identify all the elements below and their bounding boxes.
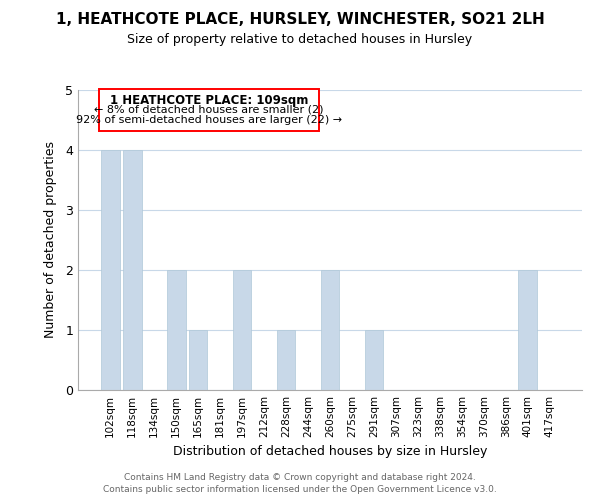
Text: 1 HEATHCOTE PLACE: 109sqm: 1 HEATHCOTE PLACE: 109sqm [110,94,308,106]
Bar [189,330,208,390]
Bar [99,89,319,131]
Text: Size of property relative to detached houses in Hursley: Size of property relative to detached ho… [127,32,473,46]
Text: 1, HEATHCOTE PLACE, HURSLEY, WINCHESTER, SO21 2LH: 1, HEATHCOTE PLACE, HURSLEY, WINCHESTER,… [56,12,544,28]
Bar [123,150,142,390]
Text: 92% of semi-detached houses are larger (22) →: 92% of semi-detached houses are larger (… [76,114,342,124]
Bar [365,330,383,390]
Bar [101,150,119,390]
Bar [518,270,537,390]
Bar [167,270,185,390]
Text: Contains HM Land Registry data © Crown copyright and database right 2024.: Contains HM Land Registry data © Crown c… [124,472,476,482]
Text: Contains public sector information licensed under the Open Government Licence v3: Contains public sector information licen… [103,485,497,494]
Bar [233,270,251,390]
Text: ← 8% of detached houses are smaller (2): ← 8% of detached houses are smaller (2) [94,104,324,115]
Y-axis label: Number of detached properties: Number of detached properties [44,142,57,338]
X-axis label: Distribution of detached houses by size in Hursley: Distribution of detached houses by size … [173,446,487,458]
Bar [320,270,340,390]
Bar [277,330,295,390]
